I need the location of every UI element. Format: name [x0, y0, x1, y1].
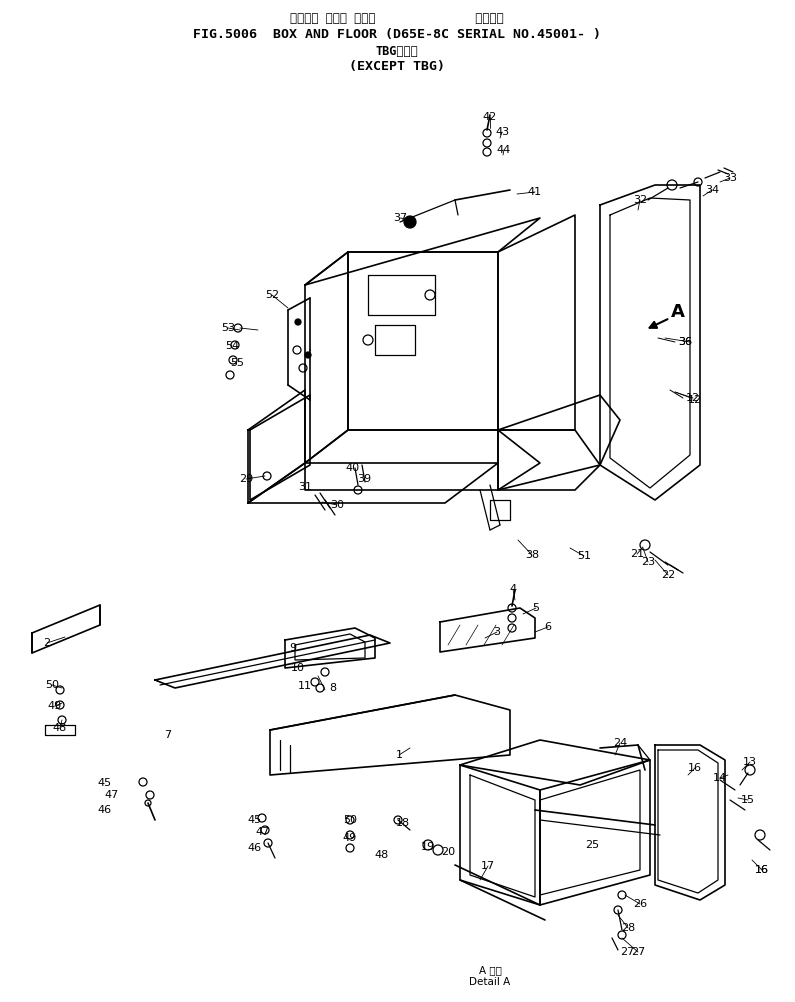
Text: 15: 15	[741, 795, 755, 805]
Text: 46: 46	[98, 805, 112, 815]
Text: 32: 32	[633, 195, 647, 205]
Text: 10: 10	[291, 663, 305, 673]
Text: 18: 18	[396, 818, 410, 828]
Text: 23: 23	[641, 557, 655, 567]
Text: 8: 8	[329, 683, 336, 693]
Text: (EXCEPT TBG): (EXCEPT TBG)	[349, 60, 445, 73]
Text: 33: 33	[723, 173, 737, 183]
Text: 5: 5	[533, 603, 540, 613]
Text: 21: 21	[630, 549, 644, 559]
Text: 16: 16	[755, 865, 769, 875]
Text: 12: 12	[686, 393, 700, 403]
Text: 1: 1	[395, 750, 402, 760]
Text: 55: 55	[230, 358, 244, 368]
Text: 54: 54	[225, 341, 239, 351]
Text: 40: 40	[346, 463, 360, 473]
Text: 9: 9	[289, 643, 297, 653]
Text: 48: 48	[53, 723, 67, 733]
Text: 50: 50	[45, 680, 59, 690]
Text: 37: 37	[393, 213, 407, 223]
Circle shape	[404, 216, 416, 228]
Text: 31: 31	[298, 482, 312, 492]
Text: 16: 16	[755, 865, 769, 875]
Text: 7: 7	[165, 730, 172, 740]
Text: 44: 44	[497, 145, 511, 155]
Circle shape	[295, 319, 301, 325]
Text: 24: 24	[613, 738, 627, 748]
Text: 43: 43	[495, 127, 509, 137]
Text: 41: 41	[528, 187, 542, 197]
Text: 6: 6	[545, 622, 552, 632]
Text: 51: 51	[577, 551, 591, 561]
Text: 28: 28	[621, 923, 635, 933]
Text: 49: 49	[343, 833, 357, 843]
Text: 45: 45	[248, 815, 262, 825]
Text: Detail A: Detail A	[469, 977, 510, 987]
Text: 45: 45	[98, 778, 112, 788]
Text: 14: 14	[713, 773, 727, 783]
Text: 25: 25	[585, 840, 599, 850]
Text: 16: 16	[688, 763, 702, 773]
Text: 17: 17	[481, 861, 495, 871]
Text: 36: 36	[678, 337, 692, 347]
Text: 38: 38	[525, 550, 539, 560]
Text: 19: 19	[421, 842, 435, 852]
Text: 26: 26	[633, 899, 647, 909]
Text: 30: 30	[330, 500, 344, 510]
Text: TBGを除く: TBGを除く	[375, 45, 418, 58]
Text: 47: 47	[256, 827, 270, 837]
Text: 50: 50	[343, 815, 357, 825]
Text: 11: 11	[298, 681, 312, 691]
Text: A 詳細: A 詳細	[479, 965, 502, 975]
Text: 2: 2	[44, 638, 51, 648]
Text: 49: 49	[48, 701, 62, 711]
Text: 13: 13	[743, 757, 757, 767]
Text: 39: 39	[357, 474, 371, 484]
Text: 4: 4	[510, 584, 517, 594]
Text: 3: 3	[494, 627, 501, 637]
Text: 42: 42	[483, 112, 497, 122]
Text: 52: 52	[265, 290, 279, 300]
Text: 22: 22	[661, 570, 675, 580]
Text: 48: 48	[375, 850, 389, 860]
Circle shape	[305, 352, 311, 358]
Text: A: A	[671, 303, 685, 321]
Text: 47: 47	[105, 790, 119, 800]
Text: 20: 20	[441, 847, 455, 857]
Text: 53: 53	[221, 323, 235, 333]
Text: 34: 34	[705, 185, 719, 195]
Text: FIG.5006  BOX AND FLOOR (D65E-8C SERIAL NO.45001- ): FIG.5006 BOX AND FLOOR (D65E-8C SERIAL N…	[193, 28, 601, 41]
Text: ボックス および フロア              適用号機: ボックス および フロア 適用号機	[290, 12, 504, 25]
Text: 36: 36	[678, 337, 692, 347]
Text: 12: 12	[688, 395, 702, 405]
Text: 29: 29	[238, 474, 253, 484]
Text: 46: 46	[248, 843, 262, 853]
Text: 27: 27	[631, 947, 645, 957]
Text: 27: 27	[620, 947, 634, 957]
